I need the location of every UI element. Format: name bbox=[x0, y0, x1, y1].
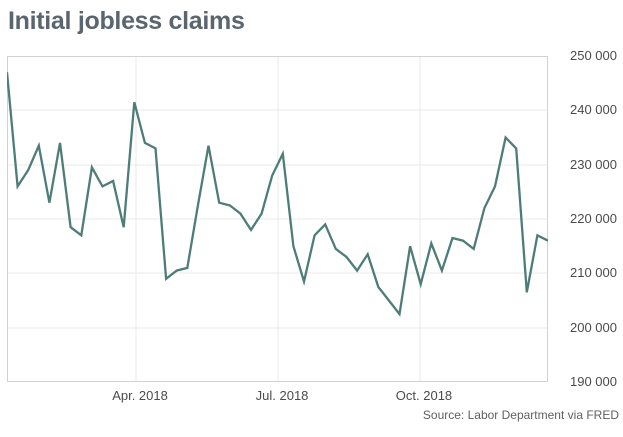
x-axis-tick-label: Apr. 2018 bbox=[112, 388, 168, 403]
y-axis-tick-label: 210 000 bbox=[570, 265, 617, 281]
plot-border bbox=[7, 56, 548, 382]
line-chart-svg bbox=[7, 56, 548, 382]
y-axis-tick-label: 240 000 bbox=[570, 102, 617, 118]
claims-data-line bbox=[7, 72, 548, 317]
y-axis-tick-label: 220 000 bbox=[570, 211, 617, 226]
y-axis-tick-label: 250 000 bbox=[570, 48, 617, 63]
y-axis-tick-label: 190 000 bbox=[570, 374, 617, 389]
chart-title: Initial jobless claims bbox=[8, 7, 245, 35]
y-axis-tick-label: 230 000 bbox=[570, 156, 617, 172]
source-attribution: Source: Labor Department via FRED bbox=[422, 408, 619, 422]
x-axis-tick-label: Oct. 2018 bbox=[395, 388, 453, 403]
plot-area bbox=[7, 56, 548, 382]
x-axis-tick-label: Jul. 2018 bbox=[255, 388, 309, 403]
y-axis-tick-label: 200 000 bbox=[570, 319, 617, 335]
